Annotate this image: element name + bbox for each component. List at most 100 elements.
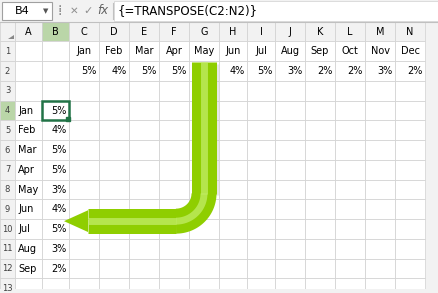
Bar xyxy=(189,42,219,61)
Bar xyxy=(189,200,219,219)
Text: 6: 6 xyxy=(5,146,10,155)
Bar xyxy=(2,2,52,20)
Bar xyxy=(275,219,305,239)
Bar xyxy=(159,140,189,160)
Bar xyxy=(247,61,275,81)
Bar xyxy=(247,81,275,101)
Bar xyxy=(99,239,129,259)
Bar xyxy=(99,160,129,180)
Bar xyxy=(0,160,15,180)
Text: 3%: 3% xyxy=(288,66,303,76)
Bar xyxy=(219,180,247,200)
Polygon shape xyxy=(64,210,88,232)
Bar xyxy=(219,120,247,140)
Bar xyxy=(395,239,425,259)
Bar xyxy=(0,259,15,278)
Bar xyxy=(189,101,219,120)
Bar xyxy=(159,160,189,180)
Text: 9: 9 xyxy=(5,205,10,214)
Bar xyxy=(335,61,365,81)
Text: Jan: Jan xyxy=(18,105,33,115)
Bar xyxy=(247,160,275,180)
Bar xyxy=(189,61,219,81)
Bar xyxy=(219,219,247,239)
Bar xyxy=(0,22,15,42)
Bar xyxy=(189,180,219,200)
Bar xyxy=(189,259,219,278)
Bar xyxy=(15,278,42,293)
Bar xyxy=(0,0,438,22)
Bar xyxy=(305,160,335,180)
Text: May: May xyxy=(18,185,38,195)
Text: 2%: 2% xyxy=(348,66,363,76)
Bar xyxy=(219,81,247,101)
Bar xyxy=(365,200,395,219)
Bar xyxy=(189,81,219,101)
Bar xyxy=(365,160,395,180)
Bar xyxy=(15,101,42,120)
Bar xyxy=(365,278,395,293)
Text: Jun: Jun xyxy=(225,46,241,56)
Bar xyxy=(159,42,189,61)
Bar xyxy=(129,42,159,61)
Bar xyxy=(275,200,305,219)
Bar xyxy=(15,239,42,259)
Bar xyxy=(335,42,365,61)
Text: {=TRANSPOSE(C2:N2)}: {=TRANSPOSE(C2:N2)} xyxy=(118,4,258,17)
Bar xyxy=(99,259,129,278)
Text: 5%: 5% xyxy=(172,66,187,76)
Bar xyxy=(219,200,247,219)
Bar xyxy=(247,120,275,140)
Text: 3%: 3% xyxy=(52,244,67,254)
Bar xyxy=(69,42,99,61)
Bar xyxy=(275,160,305,180)
Text: 2%: 2% xyxy=(408,66,423,76)
Bar xyxy=(15,42,42,61)
Text: 8: 8 xyxy=(5,185,10,194)
Bar xyxy=(42,160,69,180)
Bar xyxy=(335,180,365,200)
Bar xyxy=(42,180,69,200)
Bar xyxy=(219,42,247,61)
Bar xyxy=(395,278,425,293)
Text: Jul: Jul xyxy=(255,46,267,56)
Text: 3: 3 xyxy=(5,86,10,95)
Bar xyxy=(335,120,365,140)
Bar xyxy=(42,22,69,42)
Bar xyxy=(395,219,425,239)
Bar xyxy=(247,200,275,219)
Text: 3%: 3% xyxy=(202,66,217,76)
Bar xyxy=(0,219,15,239)
Text: May: May xyxy=(194,46,214,56)
Text: 7: 7 xyxy=(5,165,10,174)
Bar xyxy=(275,61,305,81)
Bar xyxy=(395,22,425,42)
Bar xyxy=(129,160,159,180)
Bar xyxy=(335,22,365,42)
Text: Sep: Sep xyxy=(311,46,329,56)
Bar xyxy=(159,219,189,239)
Bar xyxy=(69,61,99,81)
Bar xyxy=(395,61,425,81)
Text: Oct: Oct xyxy=(342,46,358,56)
Bar xyxy=(99,42,129,61)
Text: 13: 13 xyxy=(2,284,13,293)
Bar xyxy=(305,200,335,219)
Text: 3%: 3% xyxy=(52,185,67,195)
Text: Nov: Nov xyxy=(371,46,389,56)
Bar xyxy=(15,22,42,42)
Bar xyxy=(219,22,247,42)
Bar xyxy=(365,259,395,278)
Bar xyxy=(42,61,69,81)
Bar xyxy=(335,259,365,278)
Bar xyxy=(0,180,15,200)
Bar xyxy=(305,101,335,120)
Bar xyxy=(305,278,335,293)
Bar xyxy=(335,278,365,293)
Bar xyxy=(395,42,425,61)
Bar xyxy=(15,219,42,239)
Bar xyxy=(247,42,275,61)
Bar xyxy=(129,219,159,239)
Bar xyxy=(69,101,99,120)
Bar xyxy=(219,101,247,120)
